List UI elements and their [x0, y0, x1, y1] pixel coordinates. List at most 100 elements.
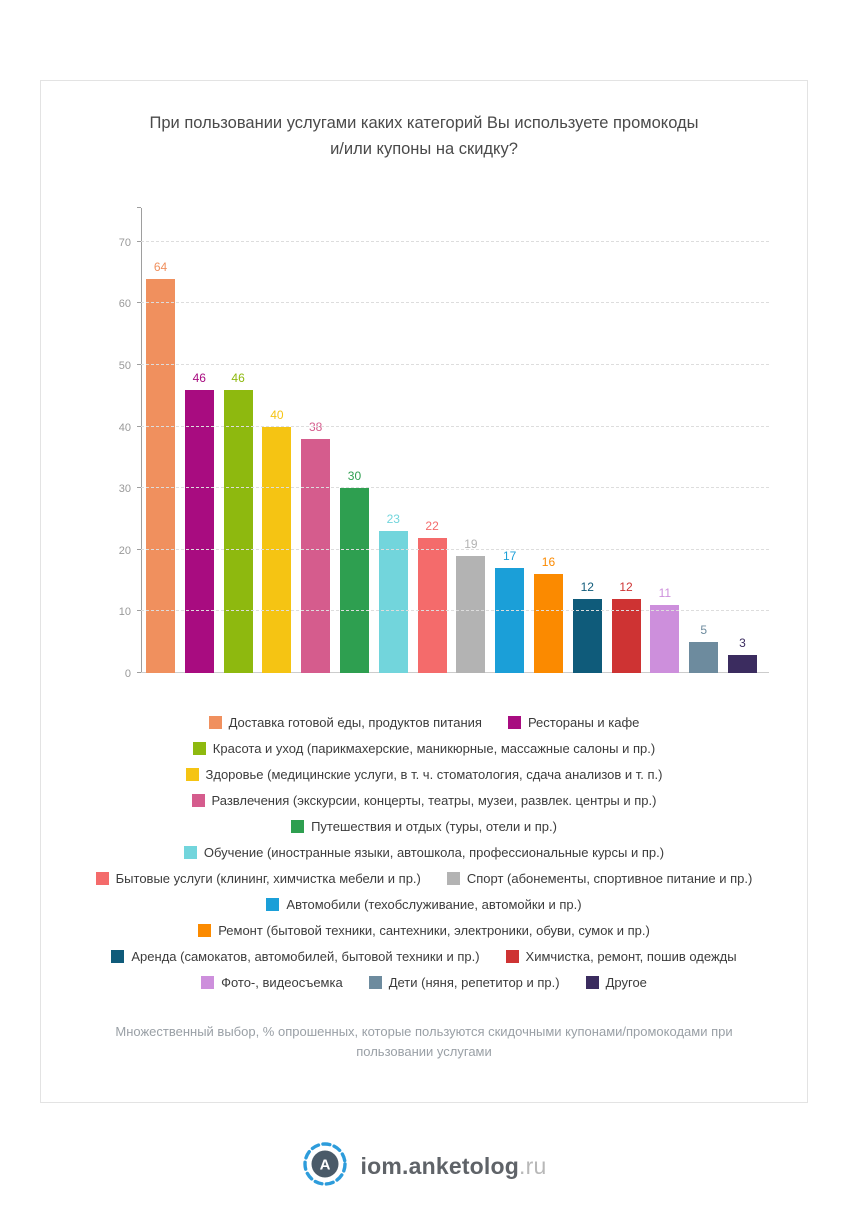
legend-item: Красота и уход (парикмахерские, маникюрн… [192, 741, 656, 757]
gridline [141, 426, 769, 428]
y-tick-mark [137, 610, 141, 612]
bar-column: 22 [417, 519, 447, 674]
legend-item: Другое [585, 975, 647, 991]
bar-column: 3 [727, 636, 757, 674]
bar [184, 390, 214, 674]
bar [611, 599, 641, 674]
y-tick-mark [137, 426, 141, 428]
bar [339, 488, 369, 674]
bar [533, 574, 563, 674]
legend-label: Фото-, видеосъемка [221, 975, 343, 991]
legend-swatch [95, 872, 109, 886]
legend-swatch [198, 924, 212, 938]
legend-swatch [185, 768, 199, 782]
logo-text: iom.anketolog.ru [361, 1153, 547, 1180]
legend-label: Дети (няня, репетитор и пр.) [388, 975, 560, 991]
logo-text-suffix: .ru [519, 1153, 547, 1180]
legend-label: Бытовые услуги (клининг, химчистка мебел… [115, 871, 421, 887]
bars-row: 64 46 46 40 38 30 23 22 19 17 16 12 12 11 5 3 [142, 208, 769, 674]
y-tick-mark [137, 302, 141, 304]
bar-value-label: 19 [464, 537, 478, 552]
gridline [141, 302, 769, 304]
legend-label: Химчистка, ремонт, пошив одежды [525, 949, 737, 965]
legend-label: Рестораны и кафе [527, 715, 640, 731]
legend: Доставка готовой еды, продуктов питания Р… [74, 715, 774, 990]
bar-column: 30 [339, 469, 369, 674]
logo-text-main: iom.anketolog [360, 1153, 520, 1180]
legend-label: Развлечения (экскурсии, концерты, театры… [211, 793, 657, 809]
gridline [141, 364, 769, 366]
legend-swatch [208, 716, 222, 730]
footnote: Множественный выбор, % опрошенных, котор… [115, 1024, 733, 1060]
legend-item: Ремонт (бытовой техники, сантехники, эле… [198, 923, 650, 938]
y-axis-line [141, 208, 142, 674]
x-axis-baseline [141, 672, 769, 674]
gridline [141, 487, 769, 489]
y-tick-mark [137, 672, 141, 674]
y-tick-label: 70 [118, 237, 131, 250]
bar-column: 64 [146, 260, 175, 674]
legend-item: Рестораны и кафе [507, 715, 640, 731]
legend-item: Здоровье (медицинские услуги, в т. ч. ст… [185, 767, 663, 783]
y-tick-label: 10 [118, 606, 131, 619]
legend-item: Дети (няня, репетитор и пр.) [368, 975, 560, 991]
logo-letter: А [319, 1157, 330, 1174]
y-tick-label: 60 [118, 298, 131, 311]
bar-column: 19 [456, 537, 486, 674]
y-tick-label: 20 [118, 545, 131, 558]
legend-label: Здоровье (медицинские услуги, в т. ч. ст… [205, 767, 663, 783]
bar-value-label: 46 [231, 371, 245, 386]
bar [727, 655, 757, 674]
plot-area: 64 46 46 40 38 30 23 22 19 17 16 12 12 11 5 3 0 10 20 30 40… [119, 207, 769, 680]
bar-value-label: 11 [658, 586, 672, 601]
bar [689, 642, 719, 674]
legend-swatch [505, 950, 519, 964]
legend-label: Другое [605, 975, 647, 991]
legend-swatch [201, 976, 215, 990]
bar [495, 568, 525, 674]
bar-column: 23 [378, 512, 408, 674]
bar [262, 427, 292, 674]
logo[interactable]: А iom.anketolog.ru [0, 1141, 848, 1192]
bar-column: 5 [689, 623, 719, 674]
bar-value-label: 5 [700, 623, 707, 638]
bar-column: 46 [223, 371, 253, 674]
legend-item: Аренда (самокатов, автомобилей, бытовой … [111, 949, 480, 964]
bar-value-label: 17 [502, 549, 517, 564]
y-tick-mark [137, 241, 141, 243]
bar [301, 439, 331, 674]
bar-value-label: 12 [580, 580, 594, 595]
legend-label: Спорт (абонементы, спортивное питание и … [466, 871, 753, 887]
anketolog-logo-icon: А [302, 1141, 348, 1192]
legend-swatch [291, 820, 305, 834]
bar-column: 17 [495, 549, 525, 674]
bar [378, 531, 408, 674]
legend-label: Красота и уход (парикмахерские, маникюрн… [212, 741, 656, 757]
legend-label: Путешествия и отдых (туры, отели и пр.) [311, 819, 557, 835]
legend-item: Развлечения (экскурсии, концерты, театры… [191, 793, 657, 809]
gridline [141, 241, 769, 243]
legend-item: Обучение (иностранные языки, автошкола, … [183, 845, 665, 861]
legend-item: Химчистка, ремонт, пошив одежды [505, 949, 737, 965]
bar-column: 11 [650, 586, 680, 674]
legend-swatch [192, 742, 206, 756]
legend-label: Ремонт (бытовой техники, сантехники, эле… [218, 923, 650, 939]
bar-column: 12 [611, 580, 641, 674]
legend-swatch [266, 898, 280, 912]
legend-label: Обучение (иностранные языки, автошкола, … [203, 845, 665, 861]
legend-swatch [507, 716, 521, 730]
legend-item: Фото-, видеосъемка [201, 975, 343, 990]
y-tick-mark [137, 549, 141, 551]
bar-value-label: 23 [386, 512, 400, 527]
bar-column: 16 [533, 555, 563, 674]
legend-item: Автомобили (техобслуживание, автомойки и… [266, 897, 582, 912]
y-tick-label: 30 [118, 483, 131, 496]
y-tick-label: 50 [118, 360, 131, 373]
legend-item: Бытовые услуги (клининг, химчистка мебел… [95, 871, 421, 887]
y-tick-mark [137, 364, 141, 366]
bar-column: 46 [184, 371, 214, 674]
bar-column: 12 [572, 580, 602, 674]
bar-value-label: 40 [270, 408, 284, 423]
gridline [141, 549, 769, 551]
bar-value-label: 22 [425, 519, 439, 534]
